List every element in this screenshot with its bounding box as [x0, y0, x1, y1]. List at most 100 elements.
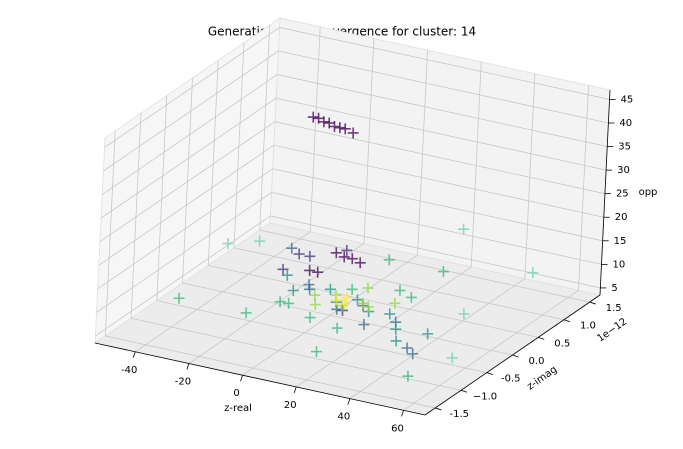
tick-mark — [486, 372, 493, 376]
point — [324, 283, 336, 295]
point — [304, 283, 316, 295]
tick-mark — [563, 319, 571, 323]
grid-line — [272, 168, 603, 242]
grid-line — [156, 95, 168, 301]
grid-line — [99, 121, 276, 243]
grid-line — [103, 50, 279, 172]
grid-line — [102, 74, 278, 195]
z-axis-label: opp — [639, 187, 658, 198]
point — [405, 291, 417, 303]
grid-line — [182, 77, 193, 284]
z-tick-label: 5 — [611, 283, 617, 294]
point — [310, 346, 322, 358]
point — [390, 323, 402, 335]
x-tick-label: 60 — [391, 423, 404, 434]
grid-line — [233, 247, 565, 321]
tick-mark — [186, 363, 190, 370]
y-axis-label: z-imag — [525, 364, 559, 392]
grid-line — [279, 27, 610, 100]
point — [347, 127, 359, 139]
point — [390, 335, 402, 347]
point — [283, 297, 295, 309]
z-tick-label: 30 — [617, 165, 630, 176]
point — [394, 284, 406, 296]
grid-line — [274, 121, 606, 195]
grid-line — [417, 50, 428, 256]
grid-line — [96, 192, 272, 313]
point — [281, 269, 293, 281]
x-axis — [94, 342, 426, 416]
grid-line — [259, 25, 271, 231]
point — [341, 292, 353, 304]
grid-line — [259, 229, 590, 303]
z-axis — [599, 89, 611, 296]
point — [304, 312, 316, 324]
y-tick-label: 0.5 — [554, 338, 570, 349]
tick-mark — [132, 351, 136, 358]
point — [286, 242, 298, 254]
grid-line — [104, 130, 116, 336]
x-tick-label: -40 — [121, 365, 137, 376]
point — [330, 247, 342, 259]
tick-mark — [293, 386, 297, 394]
z-tick-label: 25 — [616, 189, 629, 200]
point — [362, 282, 374, 294]
grid-line — [277, 74, 608, 147]
point — [240, 307, 252, 319]
point — [357, 297, 369, 309]
point — [287, 285, 299, 297]
grid-line — [233, 42, 245, 248]
point — [328, 121, 340, 133]
grid-line — [278, 50, 609, 124]
grid-line — [130, 113, 142, 319]
grid-line — [309, 26, 321, 232]
point — [277, 263, 289, 275]
point — [254, 235, 266, 247]
y-tick-label: -1.5 — [450, 409, 470, 420]
point — [274, 296, 286, 308]
grid-line — [105, 335, 436, 409]
z-tick-label: 20 — [615, 212, 628, 223]
z-tick-label: 45 — [621, 94, 634, 105]
point — [338, 251, 350, 263]
grid-line — [182, 282, 513, 356]
point — [358, 319, 370, 331]
y-tick-label: −1.0 — [473, 391, 497, 402]
point — [346, 283, 358, 295]
z-tick-label: 10 — [612, 259, 625, 270]
tick-mark — [435, 407, 442, 411]
point — [389, 297, 401, 309]
x-tick-label: 0 — [233, 388, 239, 399]
point — [383, 254, 395, 266]
point — [334, 122, 346, 134]
point — [458, 308, 470, 320]
point — [446, 352, 458, 364]
y-tick-label: -0.5 — [501, 374, 521, 385]
point — [401, 342, 413, 354]
tick-mark — [512, 354, 519, 358]
point — [336, 300, 348, 312]
y-tick-label: 1.5 — [606, 303, 622, 314]
grid-line — [578, 85, 589, 291]
y-tick-label: 1.0 — [580, 321, 596, 332]
z-tick-label: 40 — [619, 118, 632, 129]
grid-line — [273, 144, 604, 218]
grid-line — [276, 97, 607, 171]
grid-line — [98, 144, 275, 266]
y-tick-label: 0.0 — [529, 356, 545, 367]
grid-line — [470, 61, 482, 267]
point — [339, 123, 351, 135]
x-tick-label: 40 — [338, 412, 351, 423]
z-tick-label: 35 — [618, 142, 631, 153]
point — [312, 266, 324, 278]
point — [384, 308, 396, 320]
point — [309, 289, 321, 301]
x-axis-label: z-real — [224, 403, 252, 414]
point — [309, 299, 321, 311]
point — [341, 244, 353, 256]
point — [422, 328, 434, 340]
grid-line — [100, 97, 277, 219]
grid-line — [363, 38, 375, 244]
grid-line — [95, 215, 271, 337]
point — [330, 294, 342, 306]
